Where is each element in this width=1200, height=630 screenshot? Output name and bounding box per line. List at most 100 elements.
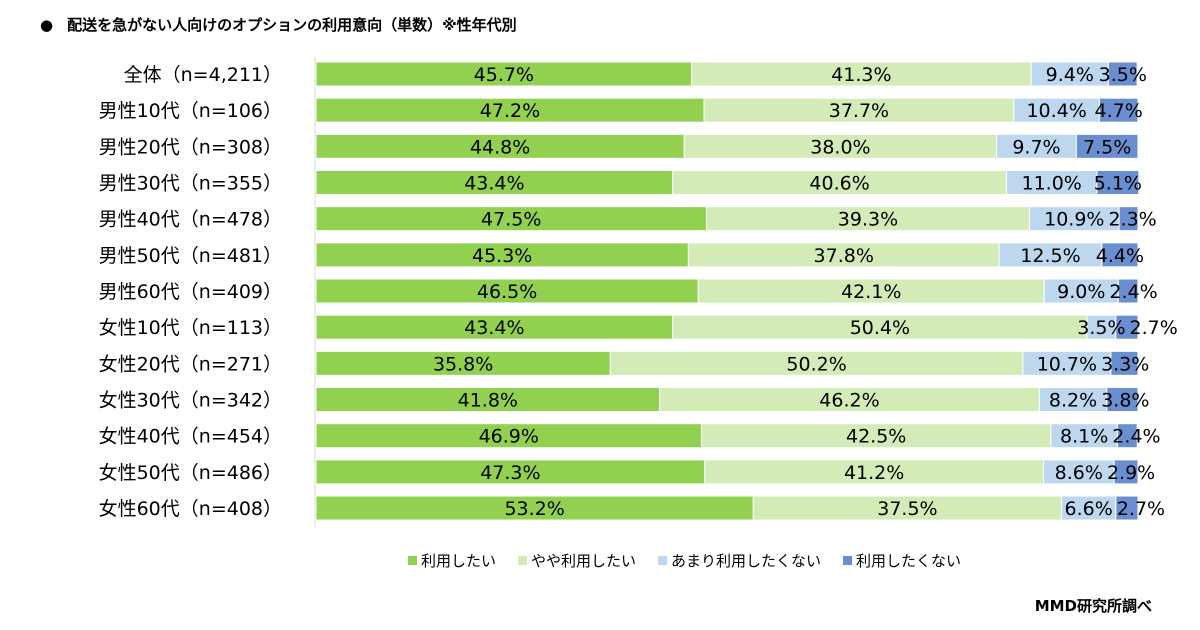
data-label: 37.7% — [829, 100, 889, 122]
data-label: 5.1% — [1094, 173, 1142, 195]
legend-swatch — [843, 556, 853, 565]
legend-label: やや利用したい — [531, 552, 637, 570]
data-label: 47.2% — [480, 100, 540, 122]
legend-swatch — [658, 556, 668, 565]
data-label: 2.4% — [1112, 426, 1160, 448]
bar-segment — [705, 206, 1030, 232]
category-label: 女性40代（n=454） — [99, 426, 282, 448]
data-label: 42.5% — [846, 426, 906, 448]
legend-label: あまり利用したくない — [671, 552, 822, 570]
bar-segment — [1013, 97, 1100, 123]
data-label: 9.4% — [1046, 64, 1094, 86]
bar-segment — [609, 350, 1024, 376]
category-label: 男性20代（n=308） — [99, 136, 282, 158]
data-label: 8.2% — [1049, 390, 1097, 412]
bar-segment — [315, 133, 685, 159]
data-label: 47.5% — [481, 209, 541, 231]
data-label: 10.4% — [1026, 100, 1086, 122]
chart-title: ● 配送を急がない人向けのオプションの利用意向（単数）※性年代別 — [40, 14, 517, 35]
bar-segment — [701, 423, 1052, 449]
bullet-icon: ● — [40, 16, 54, 34]
data-label: 9.0% — [1057, 281, 1105, 303]
data-label: 40.6% — [809, 173, 869, 195]
data-label: 50.2% — [786, 353, 846, 375]
bar-segment — [315, 423, 703, 449]
bar-segment — [1107, 61, 1138, 87]
legend-item: 利用したくない — [843, 550, 961, 571]
legend-item: やや利用したい — [518, 550, 636, 571]
data-label: 50.4% — [850, 317, 910, 339]
data-label: 2.4% — [1109, 281, 1157, 303]
data-label: 4.4% — [1096, 245, 1144, 267]
bar-segment — [1106, 387, 1139, 413]
bar-segment — [691, 61, 1032, 87]
bar-segment — [1005, 170, 1098, 196]
category-label: 女性30代（n=342） — [99, 390, 282, 412]
bar-segment — [1115, 314, 1139, 340]
bar-segment — [315, 314, 674, 340]
bar-segment — [315, 61, 693, 87]
data-label: 11.0% — [1022, 173, 1082, 195]
bar-chart: 全体（n=4,211） 45.7% 41.3% 9.4% 3.5%男性10代（n=106… — [99, 56, 1178, 527]
source-note: MMD研究所調べ — [1034, 597, 1152, 615]
data-label: 3.5% — [1077, 317, 1125, 339]
bar-segment — [315, 278, 699, 304]
data-label: 2.7% — [1130, 317, 1178, 339]
category-label: 男性40代（n=478） — [99, 209, 282, 231]
data-label: 45.7% — [474, 64, 534, 86]
data-label: 42.1% — [841, 281, 901, 303]
data-label: 12.5% — [1020, 245, 1080, 267]
category-label: 全体（n=4,211） — [124, 64, 282, 86]
data-label: 39.3% — [838, 209, 898, 231]
title-text: 配送を急がない人向けのオプションの利用意向（単数）※性年代別 — [67, 16, 517, 34]
data-label: 45.3% — [472, 245, 532, 267]
bar-segment — [687, 242, 1000, 268]
data-label: 41.2% — [844, 462, 904, 484]
data-label: 38.0% — [810, 136, 870, 158]
legend-swatch — [408, 556, 417, 565]
category-label: 女性10代（n=113） — [99, 317, 282, 339]
bar-segment — [315, 242, 689, 268]
legend-item: 利用したい — [408, 550, 496, 571]
bar-segment — [315, 495, 754, 521]
bar-segment — [1118, 206, 1139, 232]
bar-segment — [1042, 459, 1115, 485]
bar-segment — [1061, 495, 1117, 521]
bar-segment — [1101, 242, 1139, 268]
data-label: 8.1% — [1060, 426, 1108, 448]
data-label: 8.6% — [1055, 462, 1103, 484]
data-label: 2.3% — [1108, 209, 1156, 231]
bar-segment — [1075, 133, 1139, 159]
bar-segment — [697, 278, 1045, 304]
category-label: 女性20代（n=271） — [99, 353, 282, 375]
category-label: 男性10代（n=106） — [99, 100, 282, 122]
category-label: 女性50代（n=486） — [99, 462, 282, 484]
data-label: 2.7% — [1117, 498, 1165, 520]
bar-segment — [1117, 278, 1139, 304]
bar-segment — [315, 97, 705, 123]
bar-segment — [315, 459, 706, 485]
bar-segment — [998, 242, 1103, 268]
legend-item: あまり利用したくない — [658, 550, 821, 571]
bar-segment — [1086, 314, 1117, 340]
data-label: 7.5% — [1083, 136, 1131, 158]
data-label: 3.8% — [1101, 390, 1149, 412]
data-label: 2.9% — [1107, 462, 1155, 484]
data-label: 10.9% — [1044, 209, 1104, 231]
bar-segment — [1115, 495, 1139, 521]
legend-label: 利用したい — [421, 552, 497, 570]
legend: 利用したい やや利用したい あまり利用したくない 利用したくない — [408, 550, 961, 571]
data-label: 3.5% — [1099, 64, 1147, 86]
data-label: 41.3% — [831, 64, 891, 86]
bar-segment — [1098, 97, 1139, 123]
legend-swatch — [518, 556, 528, 565]
data-label: 35.8% — [433, 353, 493, 375]
category-label: 男性50代（n=481） — [99, 245, 282, 267]
data-label: 10.7% — [1037, 353, 1097, 375]
bar-segment — [659, 387, 1040, 413]
bar-segment — [315, 206, 707, 232]
data-label: 47.3% — [480, 462, 540, 484]
bar-segment — [1028, 206, 1120, 232]
data-label: 6.6% — [1065, 498, 1113, 520]
